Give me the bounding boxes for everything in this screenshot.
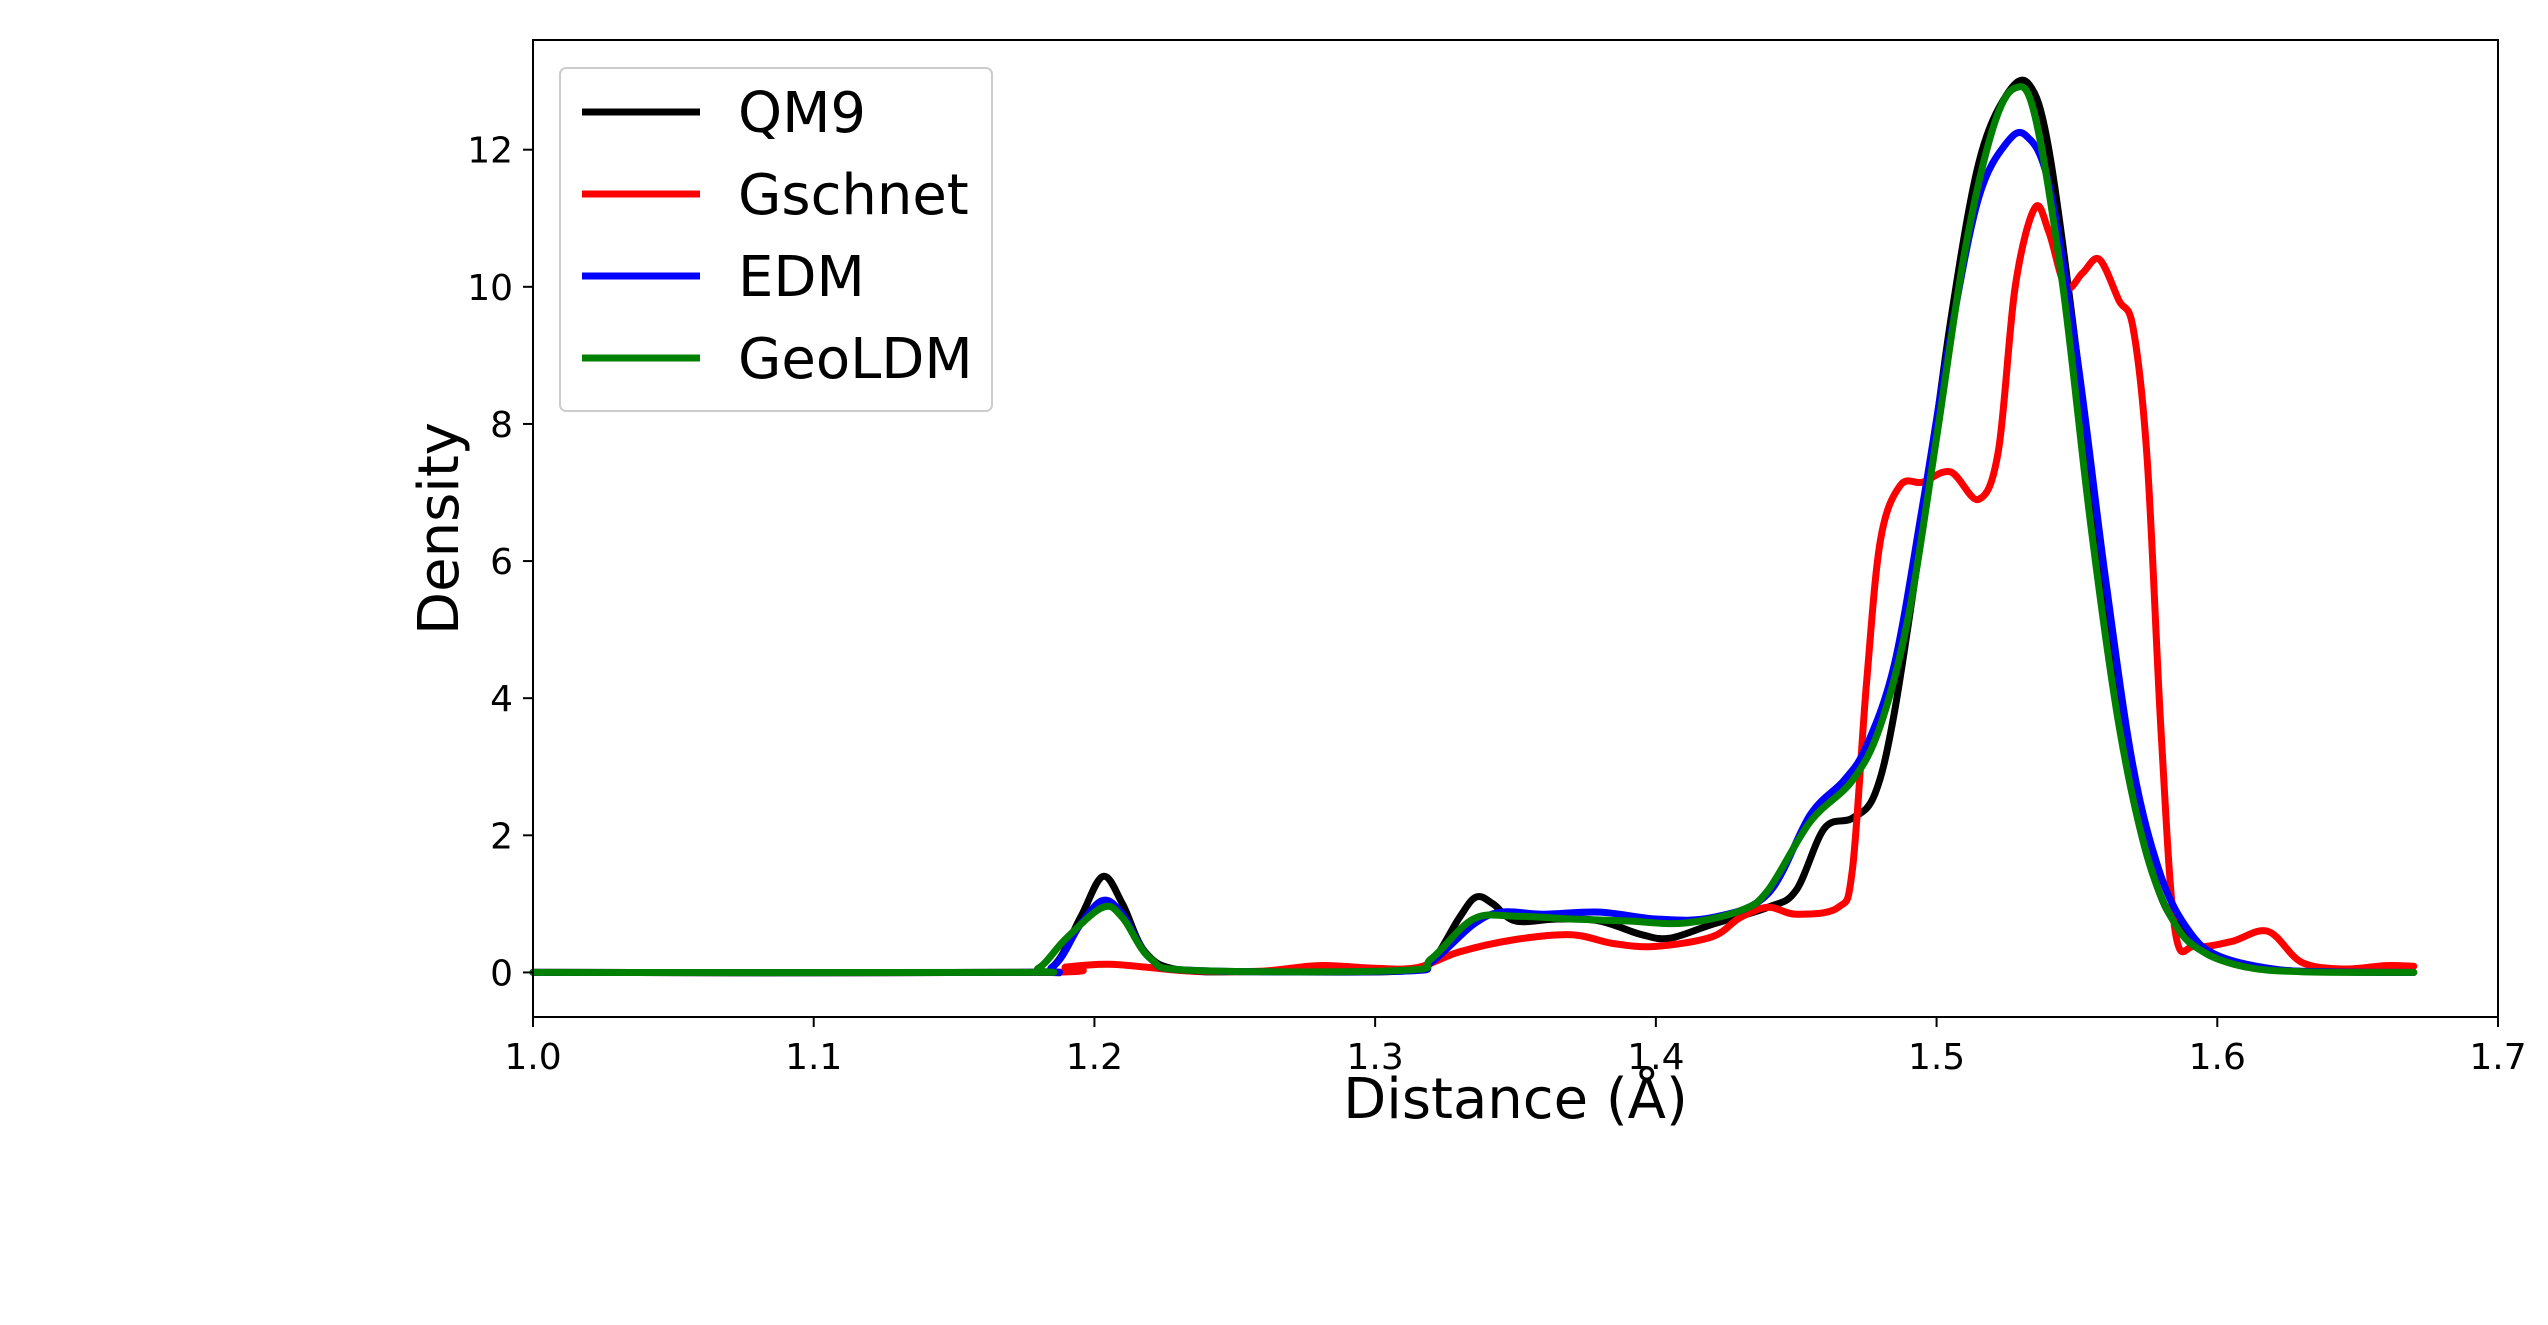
series-layer bbox=[529, 76, 2418, 977]
plot-area-frame bbox=[532, 39, 2499, 1018]
y-tick-label: 4 bbox=[490, 679, 513, 720]
x-tick-label: 1.5 bbox=[1908, 1037, 1965, 1078]
x-tick-label: 1.7 bbox=[2469, 1037, 2526, 1078]
x-tick-label: 1.6 bbox=[2189, 1037, 2246, 1078]
y-axis-label: Density bbox=[407, 422, 472, 635]
x-tick-label: 1.0 bbox=[504, 1037, 561, 1078]
y-tick-label: 6 bbox=[490, 542, 513, 583]
x-tick-label: 1.3 bbox=[1347, 1037, 1404, 1078]
y-tick-label: 12 bbox=[467, 131, 513, 172]
legend-box bbox=[559, 67, 993, 412]
y-axis-ticks: 0 2 4 6 8 10 12 bbox=[467, 131, 533, 994]
legend-label-gschnet: Gschnet bbox=[738, 163, 969, 228]
legend-items: QM9 Gschnet EDM GeoLDM bbox=[582, 81, 973, 392]
y-tick-label: 10 bbox=[467, 268, 513, 309]
x-axis-ticks: 1.0 1.1 1.2 1.3 1.4 1.5 1.6 1.7 bbox=[504, 1017, 2527, 1078]
legend-label-qm9: QM9 bbox=[738, 81, 866, 146]
y-tick-label: 2 bbox=[490, 816, 513, 857]
x-tick-label: 1.1 bbox=[785, 1037, 842, 1078]
y-tick-label: 0 bbox=[490, 953, 513, 994]
series-line-geoldm bbox=[529, 83, 2418, 977]
y-tick-label: 8 bbox=[490, 405, 513, 446]
legend-label-edm: EDM bbox=[738, 245, 865, 310]
x-tick-label: 1.4 bbox=[1627, 1037, 1684, 1078]
x-tick-label: 1.2 bbox=[1066, 1037, 1123, 1078]
legend: QM9 Gschnet EDM GeoLDM bbox=[559, 67, 993, 412]
x-axis-label: Distance (Å) bbox=[1343, 1066, 1688, 1132]
legend-label-geoldm: GeoLDM bbox=[738, 327, 973, 392]
